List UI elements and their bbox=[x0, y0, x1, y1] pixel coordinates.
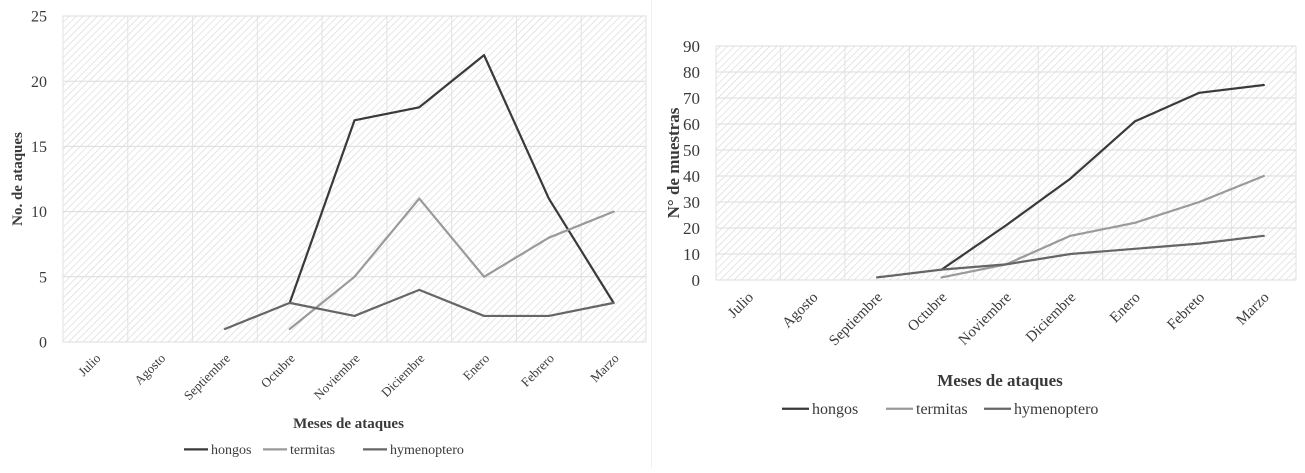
y-tick-label: 5 bbox=[39, 269, 47, 286]
x-tick-label: Noviembre bbox=[956, 289, 1015, 348]
series-line-termitas bbox=[288, 197, 615, 331]
y-tick-label: 20 bbox=[31, 74, 47, 91]
x-tick-label: Febreto bbox=[1164, 290, 1208, 334]
y-tick-label: 0 bbox=[39, 335, 47, 352]
x-tick-label: Julio bbox=[725, 290, 757, 322]
x-tick-label: Septiembre bbox=[826, 289, 886, 349]
x-tick-label: Agosto bbox=[780, 290, 822, 332]
series-line-hymenoptero bbox=[223, 288, 615, 331]
y-axis-title: N° de muestras bbox=[664, 107, 683, 218]
y-tick-label: 0 bbox=[692, 271, 701, 290]
x-tick-label: Marzo bbox=[1234, 290, 1273, 329]
chart-left-panel: 0 5 10 15 20 25 Julio Agosto Septiembre Octubre No… bbox=[0, 0, 650, 468]
x-axis-title: Meses de ataques bbox=[937, 371, 1063, 390]
x-axis-title: Meses de ataques bbox=[293, 416, 404, 432]
x-tick-label: Octubre bbox=[258, 350, 298, 390]
x-tick-label: Diciembre bbox=[378, 350, 428, 400]
series-line-hongos bbox=[940, 83, 1265, 271]
y-tick-label: 50 bbox=[683, 141, 700, 160]
x-tick-label: Agosto bbox=[131, 351, 168, 388]
y-tick-label: 10 bbox=[683, 245, 700, 264]
y-tick-label: 15 bbox=[31, 139, 47, 156]
y-tick-label: 70 bbox=[683, 89, 700, 108]
series-line-termitas bbox=[940, 174, 1265, 279]
legend-label-termitas: termitas bbox=[290, 443, 335, 458]
series-line-hongos bbox=[288, 54, 615, 304]
x-tick-label: Enero bbox=[1107, 290, 1144, 327]
y-tick-label: 20 bbox=[683, 219, 700, 238]
y-tick-label: 90 bbox=[683, 37, 700, 56]
x-tick-label: Marzo bbox=[587, 351, 622, 386]
legend-label-hongos: hongos bbox=[211, 443, 251, 458]
plot-area bbox=[62, 15, 647, 343]
x-tick-label: Octubre bbox=[905, 289, 951, 335]
plot-area bbox=[716, 46, 1296, 280]
x-tick-label: Febrero bbox=[518, 351, 557, 390]
y-tick-label: 10 bbox=[31, 204, 47, 221]
series-line-hymenoptero bbox=[876, 234, 1265, 279]
panel-divider bbox=[651, 0, 652, 468]
legend-label-hymenoptero: hymenoptero bbox=[390, 443, 464, 458]
x-tick-label: Noviembre bbox=[311, 350, 363, 402]
y-tick-label: 30 bbox=[683, 193, 700, 212]
chart-right: 0 10 20 30 40 50 60 70 80 90 Julio Agosto Septiembre… bbox=[664, 37, 1297, 418]
y-axis-title: No. de ataques bbox=[10, 132, 26, 226]
x-tick-label: Enero bbox=[460, 351, 493, 384]
legend-label-hymenoptero: hymenoptero bbox=[1014, 401, 1098, 418]
x-tick-label: Diciembre bbox=[1023, 289, 1079, 345]
legend-label-termitas: termitas bbox=[916, 401, 968, 418]
chart-right-panel: 0 10 20 30 40 50 60 70 80 90 Julio Agosto Septiembre… bbox=[653, 0, 1305, 468]
y-tick-label: 25 bbox=[31, 9, 47, 26]
chart-left: 0 5 10 15 20 25 Julio Agosto Septiembre Octubre No… bbox=[10, 9, 647, 458]
y-tick-label: 60 bbox=[683, 115, 700, 134]
x-tick-label: Septiembre bbox=[181, 350, 234, 403]
y-tick-label: 40 bbox=[683, 167, 700, 186]
y-tick-label: 80 bbox=[683, 63, 700, 82]
legend-label-hongos: hongos bbox=[812, 401, 858, 418]
x-tick-label: Julio bbox=[75, 351, 103, 379]
